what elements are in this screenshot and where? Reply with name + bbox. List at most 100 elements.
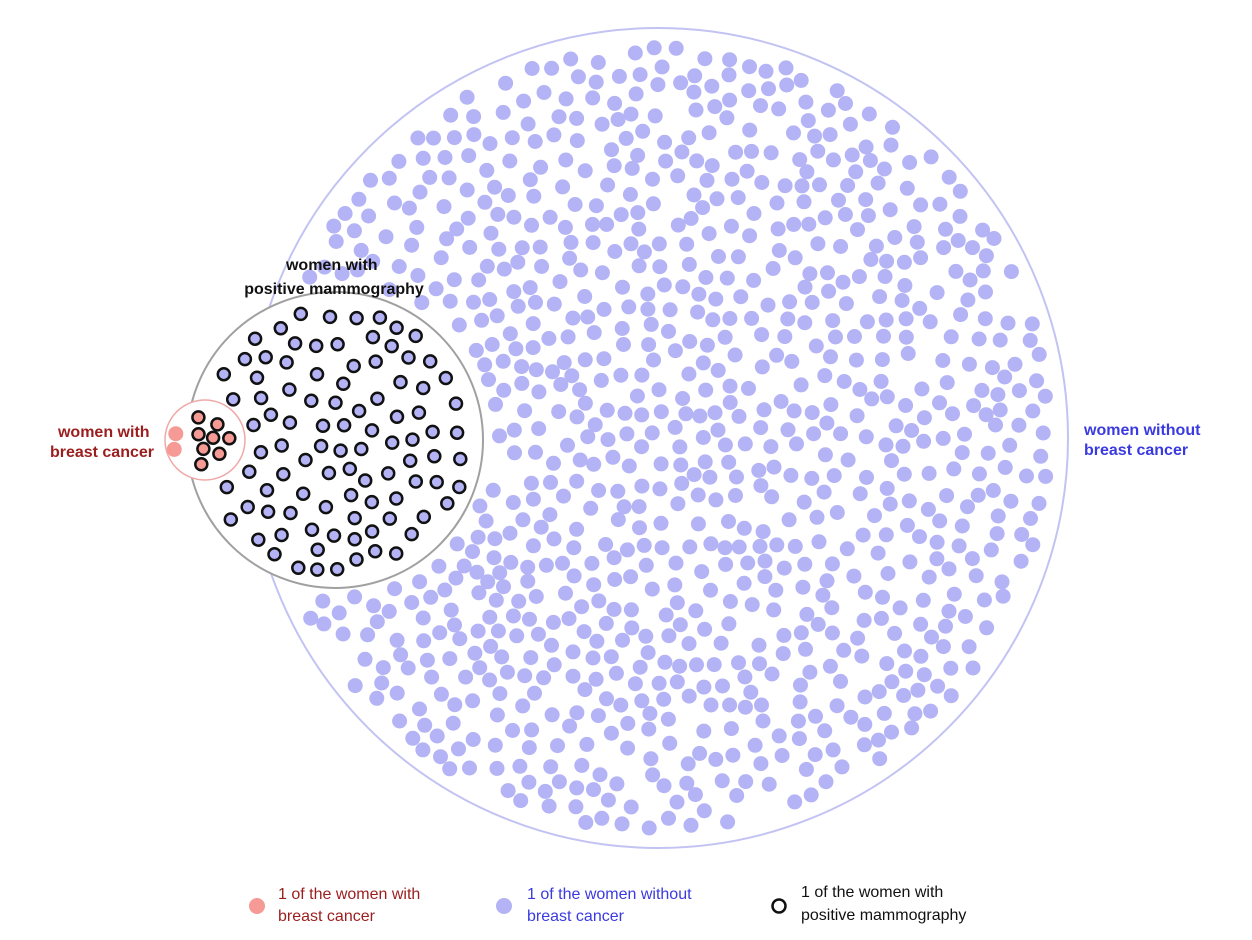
dot-no-cancer-negative [569, 705, 585, 721]
dot-no-cancer-negative [466, 294, 481, 310]
dot-no-cancer-negative [598, 615, 614, 631]
dot-no-cancer-negative [929, 551, 945, 567]
dot-no-cancer-positive [342, 461, 358, 477]
dot-no-cancer-negative [806, 426, 822, 442]
dot-no-cancer-negative [331, 605, 347, 621]
dot-no-cancer-negative [672, 439, 688, 455]
dot-no-cancer-negative [941, 561, 957, 577]
dot-no-cancer-negative [970, 487, 986, 503]
dot-no-cancer-negative [819, 573, 835, 589]
dot-no-cancer-negative [374, 675, 390, 691]
dot-no-cancer-positive [440, 496, 455, 511]
dot-no-cancer-negative [820, 102, 836, 118]
dot-no-cancer-negative [877, 269, 893, 284]
dot-no-cancer-negative [852, 382, 868, 397]
dot-no-cancer-negative [694, 564, 710, 580]
dot-no-cancer-negative [492, 428, 507, 444]
label-women-with-breast-cancer: women with breast cancer [50, 424, 154, 461]
dot-no-cancer-negative [610, 112, 626, 127]
dot-no-cancer-negative [722, 378, 738, 394]
dot-no-cancer-negative [1007, 356, 1023, 372]
dot-no-cancer-negative [471, 585, 487, 601]
dot-no-cancer-negative [669, 794, 685, 810]
dot-no-cancer-negative [622, 187, 638, 202]
dot-no-cancer-negative [977, 311, 993, 327]
dot-no-cancer-negative [303, 610, 319, 626]
dot-no-cancer-negative [824, 625, 840, 641]
dot-no-cancer-negative [746, 272, 762, 288]
dot-no-cancer-negative [880, 566, 896, 581]
dot-no-cancer-negative [997, 369, 1013, 385]
dot-no-cancer-negative [897, 643, 912, 659]
dot-no-cancer-negative [859, 469, 874, 485]
dot-no-cancer-negative [630, 147, 646, 163]
dot-no-cancer-negative [505, 495, 521, 510]
dot-no-cancer-negative [459, 182, 475, 198]
dot-no-cancer-negative [736, 520, 752, 536]
dot-no-cancer-negative [818, 774, 834, 790]
dot-no-cancer-negative [816, 484, 832, 500]
dot-no-cancer-negative [512, 758, 528, 774]
dot-no-cancer-negative [932, 513, 948, 529]
dot-no-cancer-negative [807, 747, 823, 763]
dots-no-cancer-positive [216, 306, 468, 577]
dot-no-cancer-negative [754, 697, 769, 713]
dot-no-cancer-negative [491, 241, 507, 257]
dot-no-cancer-negative [631, 221, 647, 237]
dot-no-cancer-negative [707, 405, 723, 421]
dot-no-cancer-negative [378, 229, 394, 245]
dot-no-cancer-positive [313, 438, 329, 454]
dot-no-cancer-negative [619, 426, 635, 442]
dot-no-cancer-negative [528, 444, 543, 460]
dot-no-cancer-negative [495, 353, 511, 369]
dot-no-cancer-negative [600, 432, 616, 448]
dot-no-cancer-negative [628, 86, 644, 102]
dot-no-cancer-negative [599, 691, 614, 707]
dot-no-cancer-negative [621, 299, 637, 315]
dot-no-cancer-negative [551, 404, 567, 420]
dot-no-cancer-negative [577, 163, 593, 179]
dot-no-cancer-negative [765, 261, 781, 276]
dot-no-cancer-positive [346, 358, 361, 374]
dot-no-cancer-negative [618, 130, 634, 146]
dot-no-cancer-positive [389, 409, 405, 425]
dot-no-cancer-negative [878, 437, 894, 453]
dot-no-cancer-positive [357, 473, 373, 488]
dot-no-cancer-negative [593, 372, 609, 388]
dot-no-cancer-negative [550, 738, 565, 754]
dot-no-cancer-negative [768, 582, 784, 598]
dot-no-cancer-negative [577, 352, 593, 368]
dot-no-cancer-negative [404, 595, 420, 610]
dot-no-cancer-negative [502, 525, 518, 541]
dot-no-cancer-negative [640, 301, 656, 317]
dot-no-cancer-negative [721, 67, 737, 83]
dot-no-cancer-negative [681, 636, 697, 652]
dot-no-cancer-negative [795, 579, 811, 595]
dot-no-cancer-negative [879, 656, 895, 672]
dot-no-cancer-negative [562, 718, 578, 734]
dot-no-cancer-negative [695, 430, 711, 445]
dot-no-cancer-negative [695, 200, 711, 216]
dot-no-cancer-negative [489, 760, 505, 776]
dot-no-cancer-negative [456, 558, 472, 574]
dot-no-cancer-negative [563, 51, 579, 67]
dot-no-cancer-negative [966, 398, 982, 414]
legend-no-cancer-line1: 1 of the women without [527, 886, 692, 903]
dot-no-cancer-negative [686, 467, 702, 483]
dot-no-cancer-negative [524, 722, 540, 738]
dot-no-cancer-negative [642, 706, 658, 721]
dot-no-cancer-negative [884, 453, 899, 469]
dot-no-cancer-negative [885, 119, 900, 135]
dot-no-cancer-negative [436, 199, 452, 215]
dot-no-cancer-negative [799, 606, 815, 622]
dot-no-cancer-negative [566, 568, 582, 584]
dot-no-cancer-negative [761, 81, 776, 97]
dot-no-cancer-negative [736, 575, 752, 591]
dot-no-cancer-negative [729, 469, 744, 485]
dot-no-cancer-negative [466, 127, 482, 143]
dot-no-cancer-negative [315, 593, 331, 609]
dot-no-cancer-positive [225, 392, 241, 407]
dot-no-cancer-negative [534, 259, 550, 274]
dot-no-cancer-negative [863, 252, 879, 267]
dot-no-cancer-negative [692, 408, 708, 424]
